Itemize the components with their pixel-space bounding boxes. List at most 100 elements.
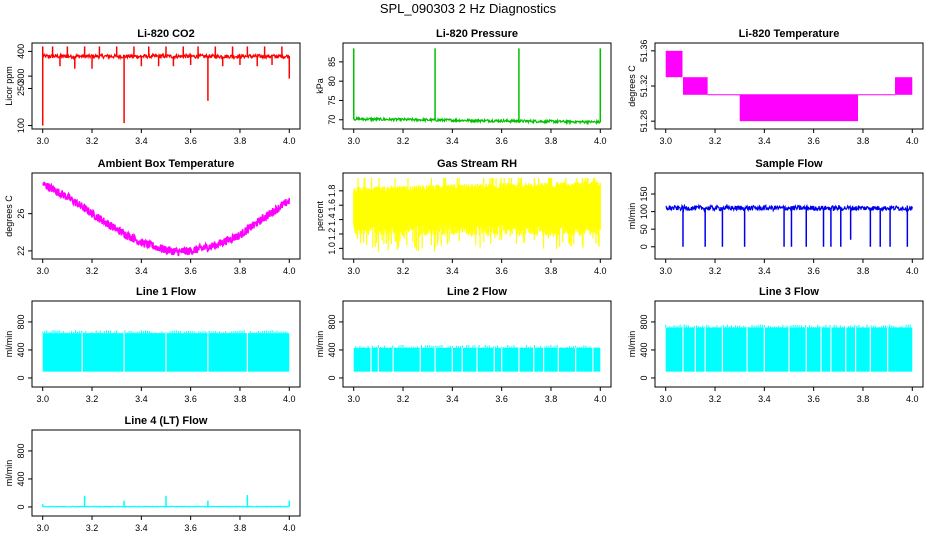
x-tick-label: 3.4 [758,136,771,146]
x-tick-label: 3.0 [36,523,49,533]
panel-title: Li-820 Pressure [436,28,518,40]
panel-8: Line 2 Flow 3.0 3.2 3.4 3.6 3.8 4.0 0 400 800ml/m… [315,286,612,404]
panel-10: Line 4 (LT) Flow 3.0 3.2 3.4 3.6 3.8 4.0 0 400 80… [4,415,301,533]
plot-frame [31,429,301,517]
y-axis-label: ml/min [315,331,325,358]
x-tick-label: 3.8 [234,136,247,146]
x-tick-label: 3.8 [545,394,558,404]
y-tick-label: 22 [16,246,26,256]
panel-5: Gas Stream RH 3.0 3.2 3.4 3.6 3.8 4.0 1.01.2 1.4… [315,158,612,276]
y-tick-label: 250 [16,81,26,96]
x-tick-label: 3.0 [347,266,360,276]
y-tick-label: 400 [327,342,337,357]
x-tick-label: 3.4 [446,266,459,276]
y-axis-label: ml/min [627,331,637,358]
panel-title: Line 1 Flow [136,286,196,298]
series-group [42,181,291,257]
series-group [665,324,913,373]
plot-frame [342,172,612,260]
x-tick-label: 3.4 [135,394,148,404]
x-tick-label: 3.6 [495,266,508,276]
y-tick-label: 1.8 [327,185,337,198]
x-tick-label: 4.0 [283,266,296,276]
y-tick-label: 26 [16,209,26,219]
x-tick-label: 4.0 [594,394,607,404]
panel-6: Sample Flow 3.0 3.2 3.4 3.6 3.8 4.0 0 50 100 150ml… [627,158,924,276]
x-tick-label: 3.6 [807,266,820,276]
y-tick-label: 0 [16,504,26,509]
x-tick-label: 3.6 [184,523,197,533]
x-tick-label: 3.8 [234,523,247,533]
y-tick-label: 70 [327,115,337,125]
panel-9: Line 3 Flow 3.0 3.2 3.4 3.6 3.8 4.0 0 400 800ml/m… [627,286,924,404]
series-group [41,46,291,126]
series-group [665,50,913,122]
y-tick-label: 800 [16,443,26,458]
y-tick-label: 1.2 [327,228,337,241]
x-tick-label: 3.6 [184,136,197,146]
x-tick-label: 3.6 [807,136,820,146]
x-tick-label: 3.0 [36,266,49,276]
x-tick-label: 3.0 [347,394,360,404]
x-tick-label: 3.6 [807,394,820,404]
y-tick-label: 800 [16,314,26,329]
x-tick-label: 3.4 [135,136,148,146]
y-tick-label: 400 [16,44,26,59]
y-tick-label: 80 [327,76,337,86]
x-tick-label: 3.2 [86,523,99,533]
y-tick-label: 0 [639,375,649,380]
y-tick-label: 100 [639,204,649,219]
page-title: SPL_090303 2 Hz Diagnostics [379,1,557,16]
x-tick-label: 3.4 [758,394,771,404]
plot-frame [342,42,612,130]
x-tick-label: 3.0 [36,136,49,146]
x-tick-label: 3.2 [86,136,99,146]
y-tick-label: 1.0 [327,242,337,255]
y-tick-label: 1.4 [327,213,337,226]
panel-title: Line 2 Flow [447,286,507,298]
panel-4: Ambient Box Temperature 3.0 3.2 3.4 3.6 3.8 4.… [4,158,301,276]
x-tick-label: 3.2 [709,136,722,146]
x-tick-label: 3.4 [135,266,148,276]
y-axis-label: degrees C [4,195,14,237]
plot-frame [31,172,301,260]
y-tick-label: 400 [16,471,26,486]
panel-title: Line 3 Flow [759,286,819,298]
x-tick-label: 3.8 [857,394,870,404]
plot-frame [654,172,924,260]
temperature-band [665,50,683,78]
series-group [353,344,601,373]
x-tick-label: 3.2 [397,394,410,404]
series-group [665,203,913,247]
y-tick-label: 150 [639,187,649,202]
x-tick-label: 3.8 [857,266,870,276]
y-tick-label: 0 [16,375,26,380]
x-tick-label: 3.0 [659,266,672,276]
x-tick-label: 4.0 [906,266,919,276]
y-tick-label: 50 [639,224,649,234]
y-tick-label: 0 [639,244,649,249]
panel-title: Line 4 (LT) Flow [125,415,208,427]
temperature-band [895,77,913,95]
y-axis-label: degrees C [627,65,637,107]
series-group [41,495,291,508]
y-axis-label: ml/min [4,460,14,487]
series-group [42,330,290,373]
y-tick-label: 51.32 [639,75,649,98]
y-tick-label: 300 [16,69,26,84]
x-tick-label: 3.2 [86,266,99,276]
x-tick-label: 4.0 [594,266,607,276]
x-tick-label: 3.4 [446,394,459,404]
panel-3: Li-820 Temperature 3.0 3.2 3.4 3.6 3.8 4.0 51.2… [627,28,924,146]
x-tick-label: 3.6 [495,136,508,146]
x-tick-label: 3.8 [234,394,247,404]
y-axis-label: kPa [315,78,325,94]
temperature-band [739,94,859,122]
x-tick-label: 3.6 [184,266,197,276]
panel-2: Li-820 Pressure 3.0 3.2 3.4 3.6 3.8 4.0 70 75 80 8… [315,28,612,146]
x-tick-label: 4.0 [283,523,296,533]
series-line [665,203,913,213]
series-group [352,48,602,126]
